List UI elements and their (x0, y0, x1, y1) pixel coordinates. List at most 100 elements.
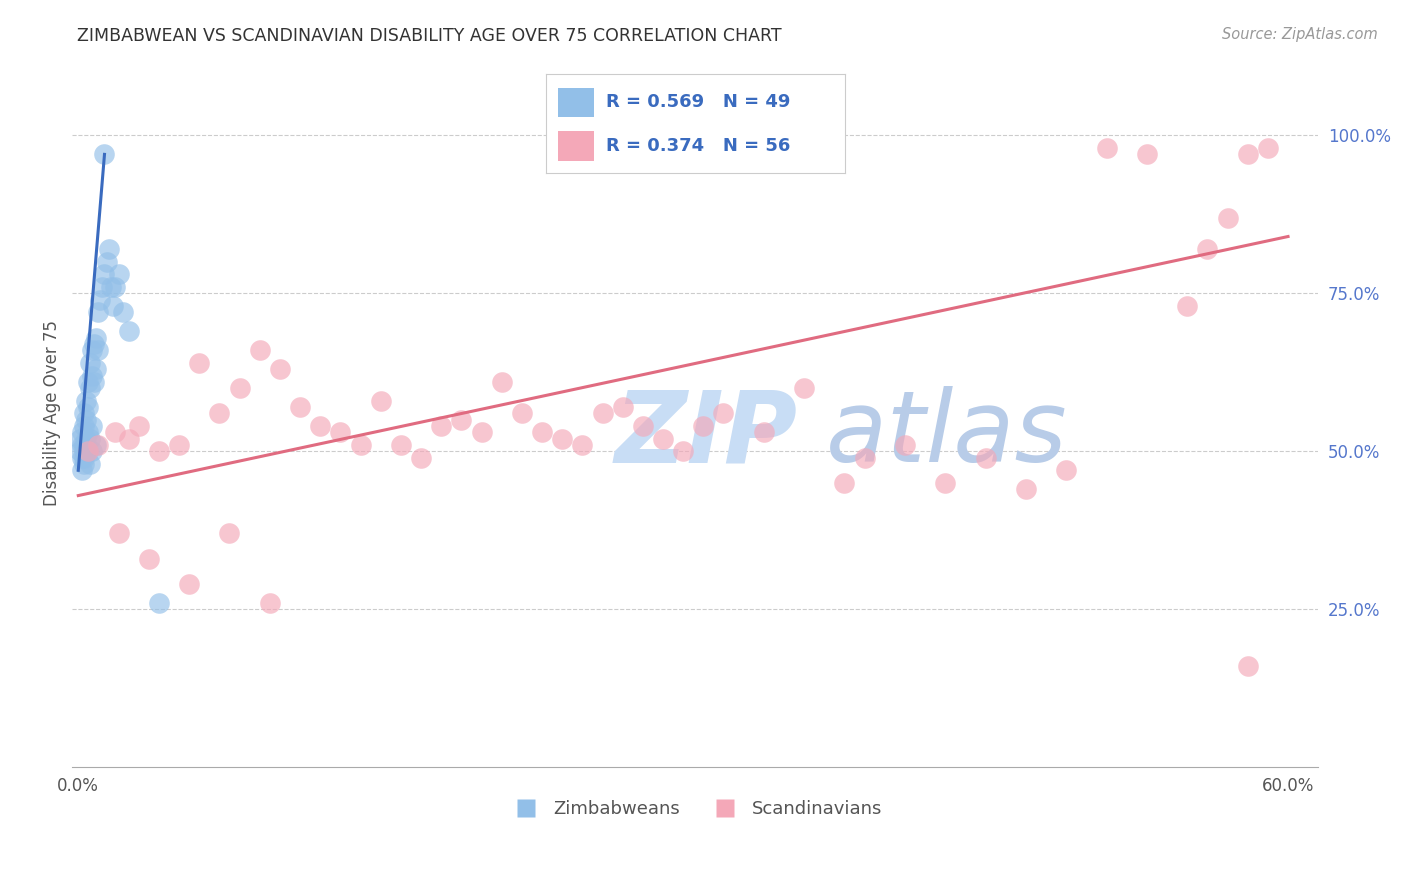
Point (288, 400, 311, 414)
Point (1015, 482, 1038, 496)
Point (69, 444, 91, 458)
Point (188, 356, 211, 370)
Point (128, 419, 150, 434)
Point (118, 324, 141, 338)
Point (91, 280, 114, 294)
Point (934, 475, 956, 490)
Point (1197, 242, 1219, 256)
Point (75, 444, 97, 458)
Point (531, 425, 554, 440)
Point (79, 381, 101, 395)
Point (167, 438, 190, 452)
Point (470, 425, 492, 440)
Point (79, 356, 101, 370)
Point (107, 526, 129, 541)
Text: Source: ZipAtlas.com: Source: ZipAtlas.com (1222, 27, 1378, 42)
Point (148, 596, 170, 610)
Point (72, 450, 94, 465)
Point (551, 432, 574, 446)
Point (77, 444, 100, 458)
Point (79, 432, 101, 446)
Point (218, 526, 240, 541)
Point (389, 438, 412, 452)
Point (491, 375, 513, 389)
Point (72, 425, 94, 440)
Point (77, 375, 100, 389)
Point (82, 419, 104, 434)
Point (93, 147, 115, 161)
Point (111, 305, 134, 319)
Point (1216, 211, 1239, 225)
Point (510, 406, 533, 420)
Point (259, 596, 281, 610)
Point (309, 419, 332, 434)
Point (77, 425, 100, 440)
Point (228, 381, 250, 395)
Point (82, 343, 104, 358)
Point (349, 438, 371, 452)
Point (77, 400, 100, 414)
Point (370, 393, 392, 408)
Point (652, 432, 675, 446)
Point (1236, 659, 1258, 673)
Point (82, 444, 104, 458)
Point (409, 450, 432, 465)
Point (430, 419, 453, 434)
Point (77, 444, 100, 458)
Point (101, 299, 124, 313)
Point (87, 305, 110, 319)
Point (75, 393, 97, 408)
Point (75, 438, 97, 452)
Point (73, 406, 96, 420)
Point (72, 463, 94, 477)
Point (138, 551, 160, 566)
Point (793, 381, 815, 395)
Point (592, 406, 614, 420)
Point (148, 444, 170, 458)
Point (834, 475, 856, 490)
Legend: Zimbabweans, Scandinavians: Zimbabweans, Scandinavians (501, 793, 890, 825)
Point (97, 242, 120, 256)
Point (103, 425, 125, 440)
Point (269, 362, 291, 376)
Point (631, 419, 654, 434)
Y-axis label: Disability Age Over 75: Disability Age Over 75 (44, 320, 60, 507)
Point (100, 280, 122, 294)
Point (450, 413, 472, 427)
Point (87, 438, 110, 452)
Point (1095, 141, 1118, 155)
Point (1236, 147, 1258, 161)
Point (118, 432, 141, 446)
Point (86, 362, 108, 376)
Point (72, 438, 94, 452)
Point (93, 268, 115, 282)
Point (82, 368, 104, 383)
Point (1136, 147, 1159, 161)
Point (1054, 463, 1077, 477)
Point (103, 280, 125, 294)
Point (89, 293, 111, 307)
Point (1257, 141, 1279, 155)
Point (894, 438, 917, 452)
Point (73, 419, 96, 434)
Point (853, 450, 876, 465)
Point (208, 406, 231, 420)
Point (1175, 299, 1198, 313)
Point (83, 375, 105, 389)
Point (73, 444, 96, 458)
Point (713, 406, 735, 420)
Point (96, 254, 118, 268)
Point (73, 450, 96, 465)
Point (83, 337, 105, 351)
Point (612, 400, 634, 414)
Point (329, 425, 352, 440)
Text: atlas: atlas (827, 386, 1067, 483)
Text: ZIMBABWEAN VS SCANDINAVIAN DISABILITY AGE OVER 75 CORRELATION CHART: ZIMBABWEAN VS SCANDINAVIAN DISABILITY AG… (77, 27, 782, 45)
Point (672, 444, 695, 458)
Point (73, 438, 96, 452)
Point (571, 438, 593, 452)
Point (87, 343, 110, 358)
Point (69, 432, 91, 446)
Point (974, 450, 997, 465)
Point (107, 268, 129, 282)
